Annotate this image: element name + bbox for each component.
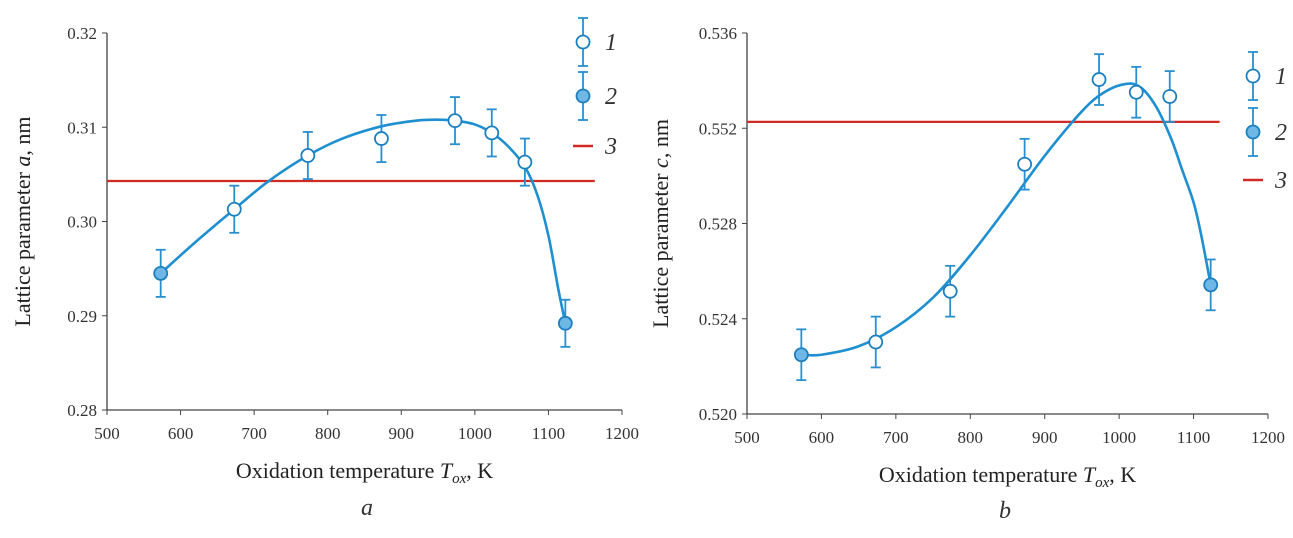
- data-point-open: [226, 201, 242, 217]
- data-point-filled: [1203, 277, 1219, 293]
- panel-label: b: [999, 498, 1011, 524]
- x-tick-label: 1200: [1251, 428, 1285, 447]
- legend: 1 2 3: [573, 17, 617, 160]
- x-tick-label: 800: [958, 428, 984, 447]
- y-tick-label: 0.28: [67, 401, 97, 420]
- data-point-open: [374, 131, 389, 146]
- fit-curve: [801, 82, 1212, 357]
- legend-label: 1: [605, 30, 617, 56]
- y-tick-label: 0.520: [699, 405, 737, 424]
- data-point-open: [447, 113, 463, 129]
- x-tick-label: 600: [168, 424, 194, 443]
- x-tick-label: 600: [809, 428, 835, 447]
- legend-label: 3: [604, 134, 617, 160]
- x-tick-label: 700: [241, 424, 267, 443]
- y-axis-title: Lattice parameter c, nm: [648, 119, 673, 328]
- data-point-open: [1128, 84, 1144, 100]
- y-tick-label: 0.29: [67, 307, 97, 326]
- data-point-filled: [153, 265, 169, 281]
- data-point-open: [517, 154, 533, 170]
- x-tick-label: 500: [94, 424, 120, 443]
- x-tick-label: 700: [883, 428, 909, 447]
- y-tick-label: 0.552: [699, 119, 737, 138]
- x-tick-label: 1200: [605, 424, 639, 443]
- legend: 1 2 3: [1243, 51, 1287, 194]
- y-tick-label: 0.32: [67, 24, 97, 43]
- data-point-open: [300, 148, 316, 163]
- x-tick-label: 800: [315, 424, 341, 443]
- data-point-open: [868, 334, 884, 350]
- x-tick-label: 1000: [458, 424, 492, 443]
- data-point-filled: [793, 347, 809, 363]
- x-tick-label: 500: [734, 428, 760, 447]
- y-tick-label: 0.524: [699, 310, 738, 329]
- panel-label: a: [361, 495, 373, 521]
- y-tick-label: 0.31: [67, 118, 97, 137]
- y-tick-label: 0.528: [699, 215, 737, 234]
- x-tick-label: 1100: [1177, 428, 1210, 447]
- legend-label: 2: [605, 84, 617, 110]
- data-point-open: [484, 125, 500, 141]
- legend-marker-filled: [575, 88, 591, 104]
- x-tick-label: 900: [389, 424, 415, 443]
- x-axis-title: Oxidation temperature Tox, K: [236, 458, 493, 487]
- data-point-filled: [557, 315, 573, 331]
- legend-label: 2: [1275, 120, 1287, 146]
- fit-curve: [159, 118, 567, 324]
- x-axis-title: Oxidation temperature Tox, K: [879, 462, 1136, 491]
- x-tick-label: 1000: [1102, 428, 1136, 447]
- x-tick-label: 1100: [532, 424, 565, 443]
- legend-label: 3: [1274, 168, 1287, 194]
- chart-panel-b: 500 600 700 800 900 1000 1100 1200 0.520 0.524 0.5…: [648, 24, 1287, 524]
- legend-label: 1: [1275, 64, 1287, 90]
- data-point-open: [942, 283, 958, 299]
- data-point-open: [1017, 156, 1033, 172]
- legend-marker-open: [575, 34, 591, 50]
- y-tick-label: 0.536: [699, 24, 737, 43]
- legend-marker-filled: [1245, 124, 1261, 140]
- chart-panel-a: 500 600 700 800 900 1000 1100 1200 0.28 0.29 0.30 0…: [10, 17, 639, 521]
- data-point-open: [1162, 89, 1178, 104]
- y-tick-label: 0.30: [67, 213, 97, 232]
- y-axis-title: Lattice parameter a, nm: [10, 116, 35, 326]
- data-point-open: [1091, 72, 1107, 87]
- x-tick-label: 900: [1032, 428, 1058, 447]
- legend-marker-open: [1245, 68, 1261, 84]
